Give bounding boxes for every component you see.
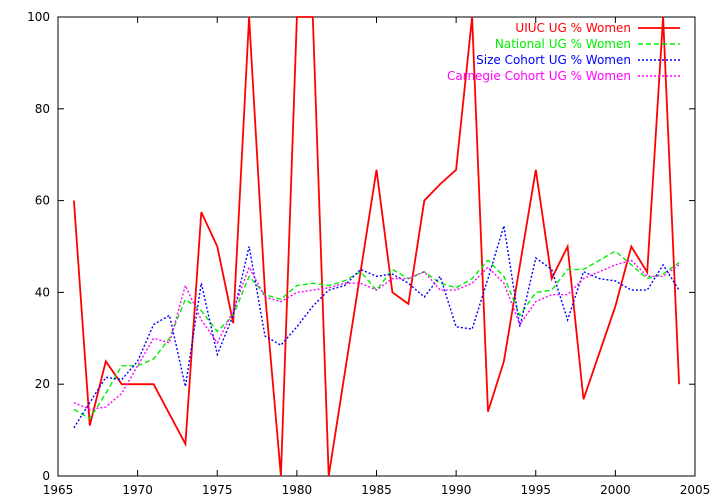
x-tick-label: 1980 bbox=[282, 483, 313, 497]
x-tick-label: 1985 bbox=[361, 483, 392, 497]
x-tick-label: 1990 bbox=[441, 483, 472, 497]
legend-label: Carnegie Cohort UG % Women bbox=[447, 69, 631, 83]
legend-label: Size Cohort UG % Women bbox=[476, 53, 631, 67]
x-tick-label: 1975 bbox=[202, 483, 233, 497]
y-tick-label: 20 bbox=[35, 377, 50, 391]
x-tick-label: 1970 bbox=[122, 483, 153, 497]
series-line-3 bbox=[73, 259, 680, 411]
x-tick-label: 1965 bbox=[43, 483, 74, 497]
x-tick-label: 1995 bbox=[520, 483, 551, 497]
axis-ticks: 1965 1970 1975 1980 1985 1990 1995 2000 2005 0 20 4… bbox=[27, 10, 710, 497]
legend: UIUC UG % Women National UG % Women Size C… bbox=[447, 21, 680, 83]
legend-label: UIUC UG % Women bbox=[515, 21, 631, 35]
y-tick-label: 0 bbox=[42, 469, 50, 483]
series-lines bbox=[73, 16, 680, 477]
series-line-0 bbox=[73, 16, 680, 477]
y-tick-label: 100 bbox=[27, 10, 50, 24]
y-tick-label: 80 bbox=[35, 102, 50, 116]
x-tick-label: 2000 bbox=[600, 483, 631, 497]
y-tick-label: 40 bbox=[35, 285, 50, 299]
plot-frame bbox=[57, 16, 696, 477]
legend-label: National UG % Women bbox=[495, 37, 631, 51]
x-tick-label: 2005 bbox=[680, 483, 711, 497]
y-tick-label: 60 bbox=[35, 194, 50, 208]
series-line-2 bbox=[73, 225, 680, 429]
